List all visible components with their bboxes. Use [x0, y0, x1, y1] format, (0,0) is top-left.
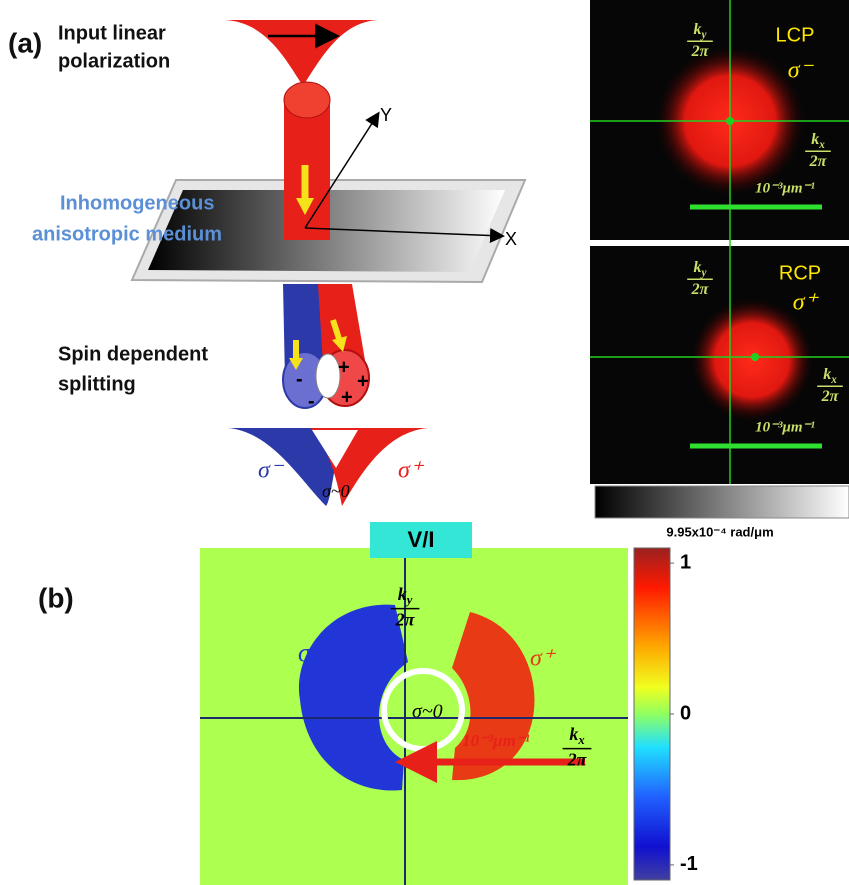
plus-sign: +	[357, 370, 369, 392]
input-label: Input linear	[58, 22, 166, 44]
subscript: y	[700, 29, 707, 41]
vi-colorbar	[634, 548, 670, 880]
fraction-denominator: 2π	[809, 153, 828, 170]
subscript: x	[818, 139, 825, 151]
fraction-denominator: 2π	[821, 388, 840, 405]
fraction-denominator: 2π	[567, 749, 588, 769]
input-profile	[225, 20, 378, 86]
beam-top	[284, 82, 330, 118]
variable: k	[694, 21, 702, 38]
splitting-label: Spin dependent	[58, 343, 208, 365]
variable: k	[398, 584, 407, 604]
scale-text: 10⁻³μm⁻¹	[462, 731, 530, 750]
axis-label: Y	[380, 105, 392, 125]
medium-label: anisotropic medium	[32, 223, 222, 245]
axis-label: X	[505, 229, 517, 249]
fraction-denominator: 2π	[691, 281, 710, 298]
colorbar-tick-label: 0	[680, 702, 691, 724]
subscript: x	[577, 733, 584, 747]
phase-colorbar	[595, 486, 849, 518]
rcp-label: RCP	[779, 262, 821, 284]
map-title: V/I	[408, 527, 435, 552]
variable: k	[823, 366, 831, 383]
rcp-spot	[690, 298, 814, 422]
fraction-denominator: 2π	[395, 609, 416, 629]
fraction-denominator: 2π	[691, 43, 710, 60]
figure: (a) Input linear polarization Y X Inhomo…	[0, 0, 849, 885]
colorbar-tick-label: -1	[680, 853, 698, 875]
minus-sign: -	[296, 368, 303, 390]
colorbar-tick-label: 1	[680, 551, 691, 573]
center-dot	[726, 117, 734, 125]
overlap	[316, 354, 340, 398]
colorbar-label: 9.95x10⁻⁴ rad/μm	[666, 524, 773, 539]
plus-sign: +	[341, 386, 353, 408]
center-dot	[751, 353, 759, 361]
sigma-zero: σ~0	[322, 481, 350, 501]
lcp-sigma: σ⁻	[788, 58, 815, 84]
minus-sign: -	[308, 390, 315, 412]
input-label: polarization	[58, 50, 170, 72]
panel-label: (b)	[38, 582, 74, 613]
scale-text: 10⁻³μm⁻¹	[755, 180, 815, 196]
subscript: y	[405, 593, 413, 607]
rcp-sigma: σ⁺	[793, 290, 820, 316]
panel-a-diagram	[132, 20, 525, 506]
subscript: x	[830, 374, 837, 386]
variable: k	[569, 724, 578, 744]
variable: k	[694, 259, 702, 276]
variable: k	[811, 131, 819, 148]
lcp-label: LCP	[776, 24, 815, 46]
scale-text: 10⁻³μm⁻¹	[755, 419, 815, 435]
sigma-plus: σ⁺	[398, 458, 425, 484]
sigma-plus: σ⁺	[530, 646, 557, 672]
plus-sign: +	[338, 356, 350, 378]
panel-label: (a)	[8, 27, 42, 58]
sigma-minus: σ⁻	[258, 458, 285, 484]
subscript: y	[700, 267, 707, 279]
sigma-zero: σ~0	[412, 701, 443, 723]
medium-label: Inhomogeneous	[60, 192, 214, 214]
sigma-minus: σ⁻	[298, 638, 327, 667]
splitting-label: splitting	[58, 373, 136, 395]
